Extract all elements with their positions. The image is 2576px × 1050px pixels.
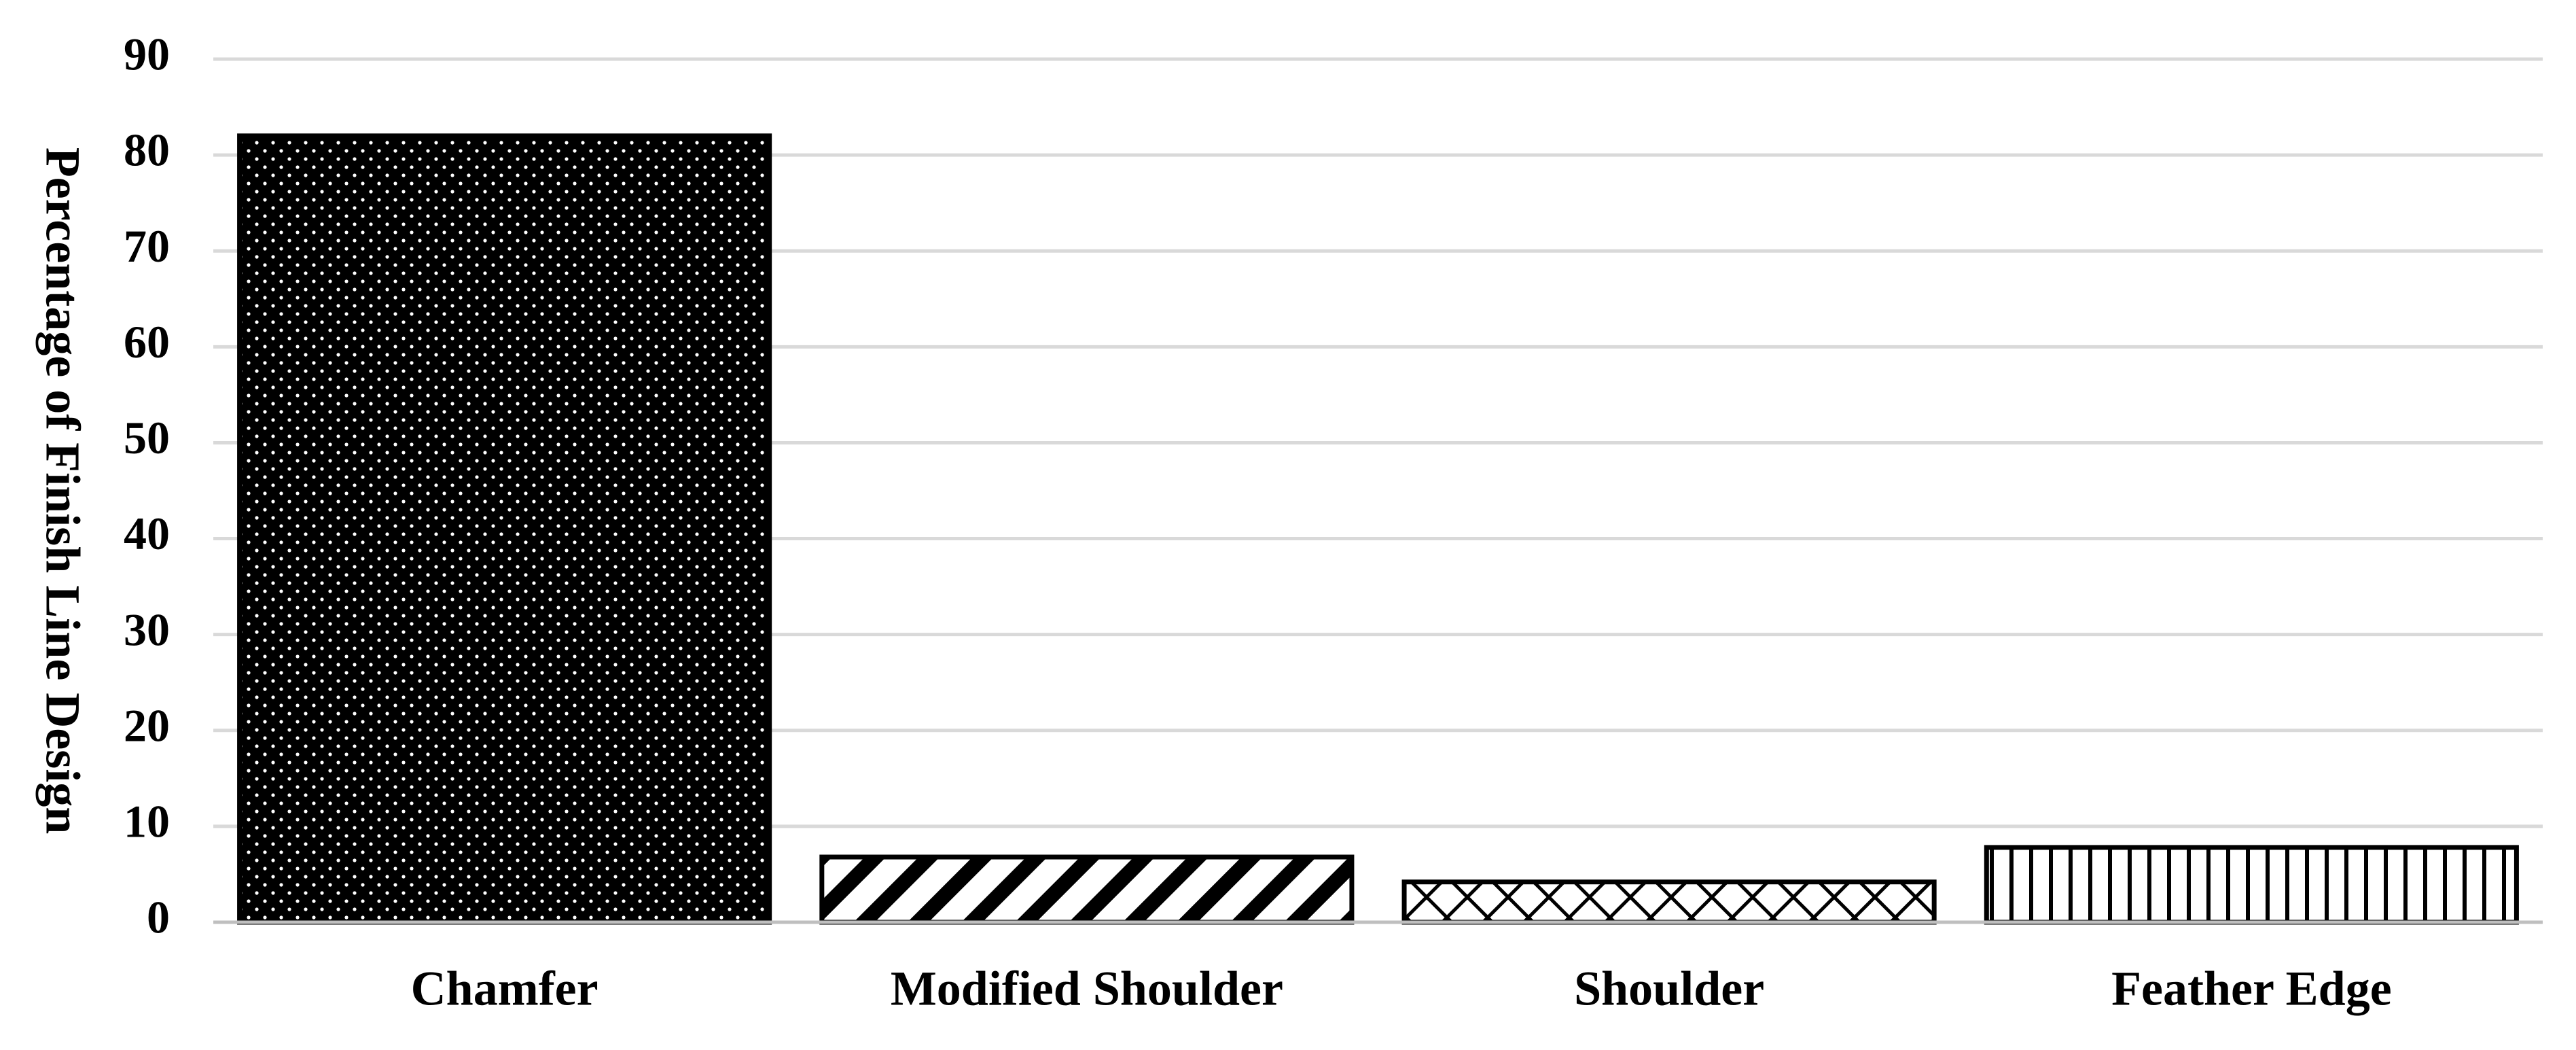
y-tick-label: 10 bbox=[124, 795, 170, 847]
y-tick-label: 20 bbox=[124, 699, 170, 751]
y-tick-label: 40 bbox=[124, 508, 170, 559]
y-tick-label: 30 bbox=[124, 603, 170, 655]
y-tick-label: 50 bbox=[124, 412, 170, 463]
x-tick-label: Modified Shoulder bbox=[891, 962, 1283, 1016]
y-tick-label: 90 bbox=[124, 29, 170, 80]
y-tick-label: 80 bbox=[124, 124, 170, 176]
bar bbox=[1984, 845, 2519, 925]
y-tick-label: 0 bbox=[147, 892, 170, 943]
x-tick-label: Chamfer bbox=[411, 962, 598, 1016]
bar bbox=[1401, 879, 1937, 925]
x-tick-label: Feather Edge bbox=[2111, 962, 2392, 1016]
y-axis-title: Percentage of Finish Line Design bbox=[35, 147, 90, 835]
bar bbox=[237, 133, 772, 925]
y-tick-label: 70 bbox=[124, 220, 170, 272]
x-tick-label: Shoulder bbox=[1574, 962, 1764, 1016]
y-tick-label: 60 bbox=[124, 316, 170, 368]
bar bbox=[819, 854, 1355, 925]
